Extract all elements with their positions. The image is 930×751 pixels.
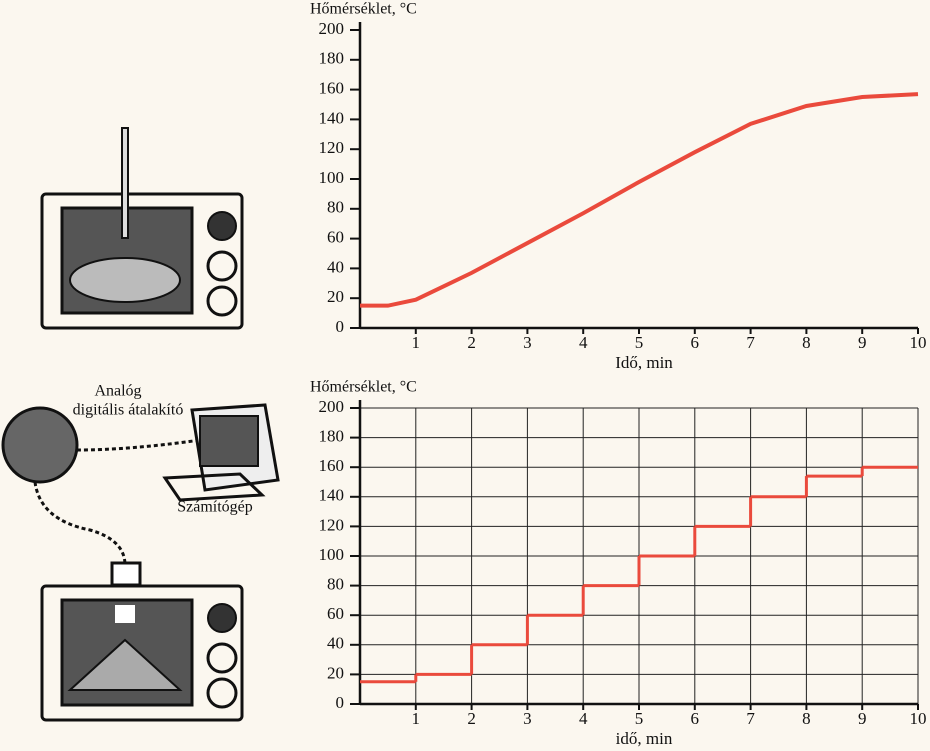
oven-bottom <box>40 561 244 722</box>
y-tick-label: 200 <box>319 397 345 416</box>
y-axis-label: Hőmérséklet, °C <box>310 379 417 396</box>
x-tick-label: 5 <box>635 709 644 728</box>
y-tick-label: 0 <box>336 317 345 336</box>
y-tick-label: 200 <box>319 19 345 38</box>
y-tick-label: 160 <box>319 456 345 475</box>
y-tick-label: 60 <box>327 604 344 623</box>
y-tick-label: 20 <box>327 287 344 306</box>
x-tick-label: 3 <box>523 709 532 728</box>
x-tick-label: 6 <box>691 709 700 728</box>
x-tick-label: 10 <box>910 333 927 352</box>
y-tick-label: 80 <box>327 575 344 594</box>
x-tick-label: 2 <box>467 333 476 352</box>
y-tick-label: 140 <box>319 486 345 505</box>
converter: Analóg digitális átalakító <box>1 383 201 566</box>
x-tick-label: 10 <box>910 709 927 728</box>
y-tick-label: 180 <box>319 49 345 68</box>
oven-top <box>40 127 244 330</box>
y-tick-label: 140 <box>319 108 345 127</box>
x-tick-label: 2 <box>467 709 476 728</box>
converter-label: digitális átalakító <box>73 402 184 419</box>
y-tick-label: 20 <box>327 663 344 682</box>
y-tick-label: 180 <box>319 427 345 446</box>
y-tick-label: 100 <box>319 545 345 564</box>
y-tick-label: 60 <box>327 228 344 247</box>
x-tick-label: 4 <box>579 333 588 352</box>
y-tick-label: 0 <box>336 693 345 712</box>
x-tick-label: 7 <box>746 333 755 352</box>
y-tick-label: 160 <box>319 79 345 98</box>
x-tick-label: 4 <box>579 709 588 728</box>
x-tick-label: 8 <box>802 333 811 352</box>
converter-label: Analóg <box>94 383 141 400</box>
y-axis-label: Hőmérséklet, °C <box>310 1 417 18</box>
x-tick-label: 1 <box>412 333 421 352</box>
y-tick-label: 100 <box>319 168 345 187</box>
x-tick-label: 6 <box>691 333 700 352</box>
x-tick-label: 8 <box>802 709 811 728</box>
x-tick-label: 7 <box>746 709 755 728</box>
y-tick-label: 40 <box>327 257 344 276</box>
computer: Számítógép <box>162 403 280 516</box>
y-tick-label: 40 <box>327 634 344 653</box>
y-tick-label: 80 <box>327 198 344 217</box>
temperature-line <box>360 92 919 308</box>
x-tick-label: 3 <box>523 333 532 352</box>
y-tick-label: 120 <box>319 138 345 157</box>
x-axis-label: idő, min <box>616 729 673 748</box>
x-tick-label: 5 <box>635 333 644 352</box>
x-tick-label: 9 <box>858 709 867 728</box>
y-tick-label: 120 <box>319 515 345 534</box>
computer-label: Számítógép <box>177 499 253 516</box>
x-axis-label: Idő, min <box>615 353 673 372</box>
x-tick-label: 1 <box>412 709 421 728</box>
x-tick-label: 9 <box>858 333 867 352</box>
